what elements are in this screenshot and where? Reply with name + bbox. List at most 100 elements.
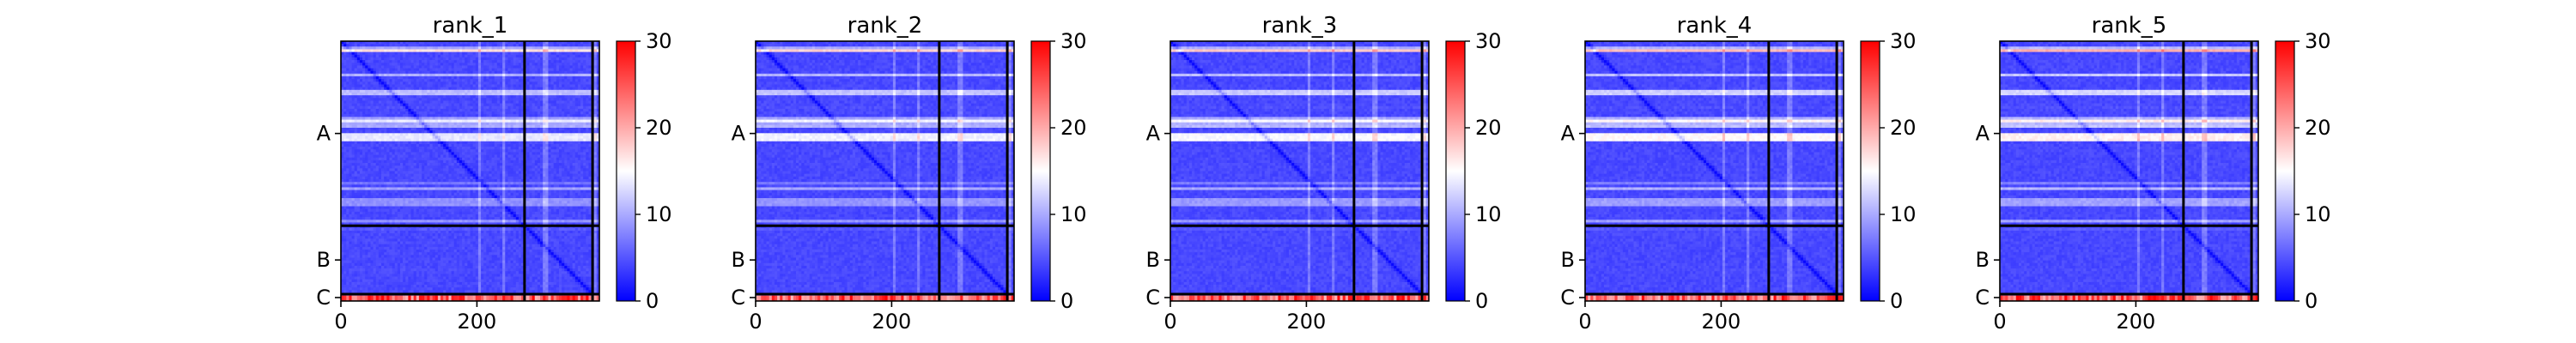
heatmap-cell [526,52,529,56]
heatmap [341,41,599,301]
heatmap-cell [497,79,500,82]
heatmap-cell [422,93,424,96]
heatmap-cell [362,69,365,72]
heatmap-cell [580,87,583,91]
heatmap-cell [419,65,422,69]
heatmap-cell [360,44,362,47]
heatmap-cell [427,71,429,75]
heatmap-cell [478,57,481,61]
heatmap-cell [556,65,559,69]
heatmap-cell [543,90,545,93]
heatmap-cell [511,93,513,96]
heatmap-cell [400,49,403,52]
heatmap-cell [583,49,586,52]
heatmap-cell [556,44,559,47]
heatmap-cell [481,85,483,88]
heatmap-cell [511,46,513,50]
heatmap-cell [360,55,362,58]
heatmap-cell [483,60,486,63]
heatmap-cell [405,52,408,56]
heatmap-cell [526,81,529,85]
heatmap-cell [570,52,573,56]
heatmap-cell [467,60,470,63]
heatmap-cell [554,57,556,61]
heatmap-cell [486,76,489,80]
heatmap-cell [559,65,562,69]
heatmap-cell [486,52,489,56]
heatmap-cell [473,63,476,66]
heatmap-cell [492,63,495,66]
heatmap-cell [473,69,476,72]
heatmap-cell [588,76,591,80]
heatmap-cell [567,87,569,91]
heatmap-cell [532,71,535,75]
heatmap-cell [471,63,473,66]
heatmap-cell [594,71,597,75]
heatmap-cell [586,49,588,52]
heatmap-cell [379,81,381,85]
heatmap-cell [362,46,365,50]
heatmap-cell [529,74,532,77]
heatmap-cell [459,65,462,69]
heatmap-cell [492,79,495,82]
heatmap-cell [448,55,451,58]
heatmap-cell [448,49,451,52]
heatmap-cell [543,76,545,80]
heatmap-cell [564,60,567,63]
heatmap-cell [516,52,519,56]
heatmap-cell [419,79,422,82]
heatmap-cell [376,90,379,93]
heatmap-cell [443,49,446,52]
heatmap-cell [370,65,373,69]
heatmap-cell [376,76,379,80]
heatmap-cell [462,52,465,56]
heatmap-cell [384,63,386,66]
heatmap-cell [564,46,567,50]
heatmap-cell [543,85,545,88]
heatmap-cell [346,44,349,47]
heatmap-cell [473,90,476,93]
heatmap-cell [424,93,427,96]
heatmap-cell [392,49,395,52]
heatmap-cell [476,71,478,75]
heatmap-cell [454,81,457,85]
heatmap-cell [392,87,395,91]
heatmap-cell [349,79,351,82]
heatmap-cell [433,85,435,88]
heatmap-cell [505,74,507,77]
heatmap-cell [554,49,556,52]
heatmap-cell [497,85,500,88]
heatmap-cell [486,55,489,58]
heatmap-cell [529,55,532,58]
heatmap-cell [548,74,550,77]
heatmap-cell [513,85,516,88]
heatmap-cell [403,65,405,69]
heatmap-cell [362,76,365,80]
heatmap-cell [519,87,521,91]
heatmap-cell [497,60,500,63]
heatmap-cell [586,79,588,82]
heatmap-cell [424,87,427,91]
heatmap-cell [411,55,414,58]
heatmap-cell [578,49,580,52]
heatmap-cell [481,74,483,77]
heatmap-cell [433,81,435,85]
heatmap-cell [443,65,446,69]
heatmap-cell [365,71,368,75]
heatmap-cell [433,87,435,91]
heatmap-cell [538,57,540,61]
heatmap-cell [419,44,422,47]
heatmap-cell [529,46,532,50]
heatmap-cell [513,63,516,66]
heatmap-cell [465,74,467,77]
heatmap-cell [556,85,559,88]
heatmap-cell [368,57,370,61]
heatmap-cell [452,63,454,66]
heatmap-cell [398,90,400,93]
heatmap-cell [403,52,405,56]
heatmap-cell [395,63,398,66]
heatmap-cell [529,60,532,63]
heatmap-cell [567,49,569,52]
heatmap-cell [376,93,379,96]
heatmap-cell [433,60,435,63]
